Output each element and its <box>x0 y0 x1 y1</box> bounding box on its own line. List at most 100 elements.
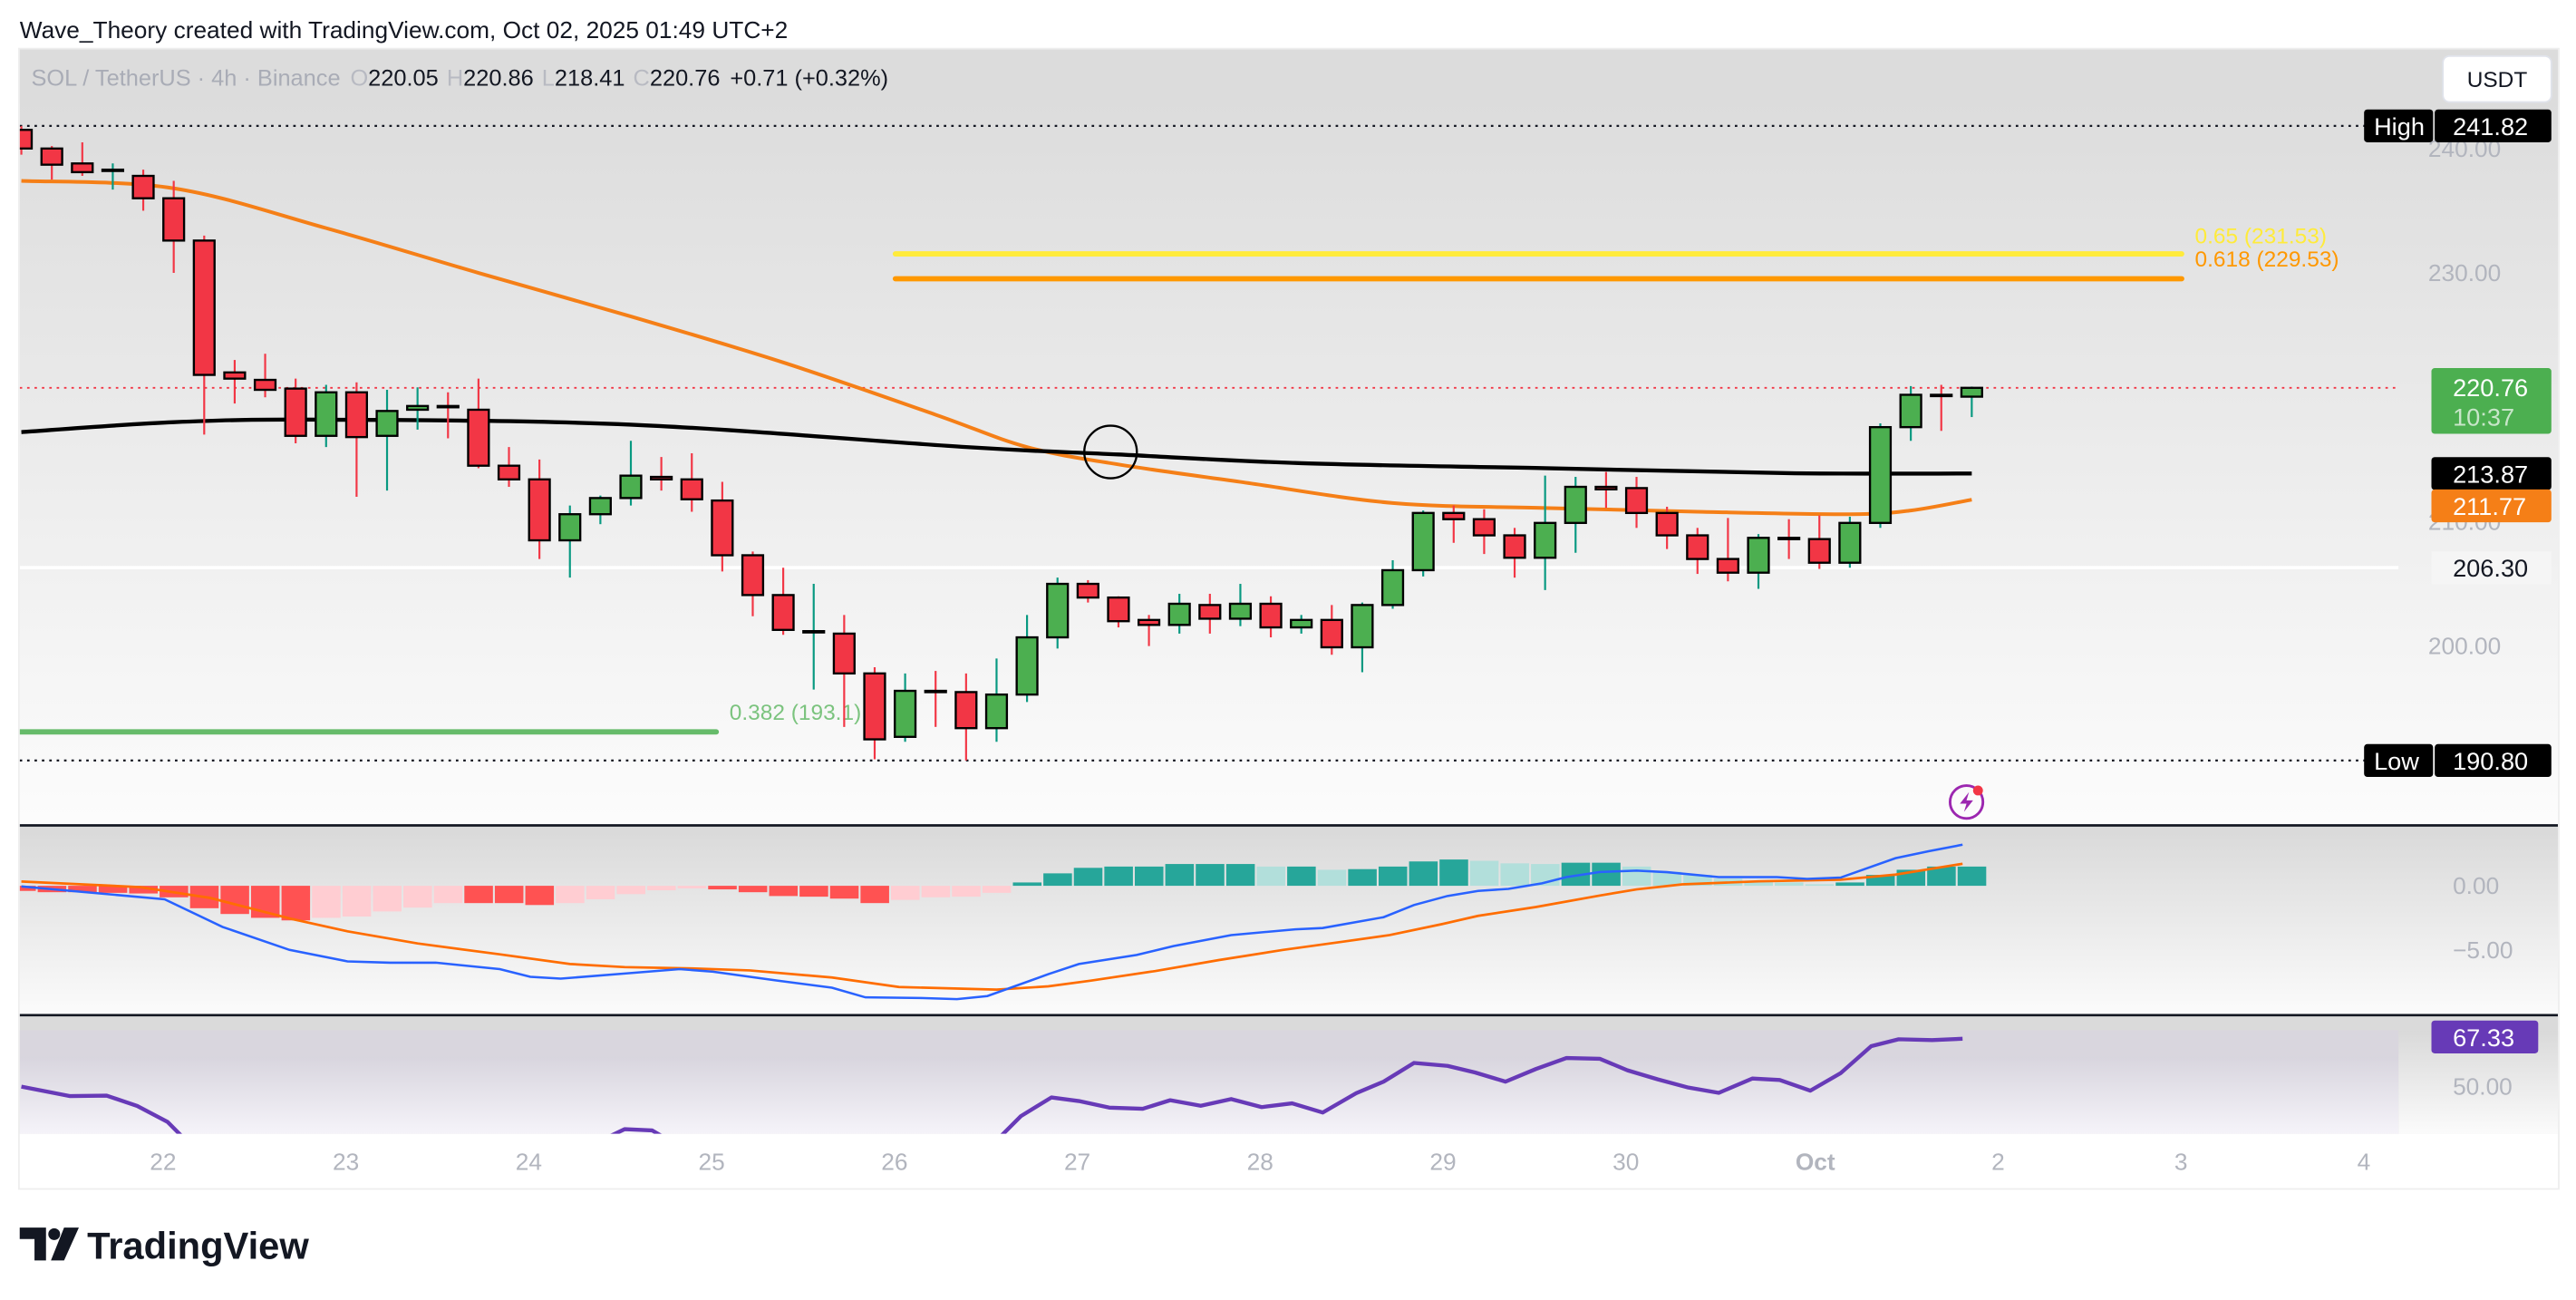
candle[interactable] <box>1472 509 1496 555</box>
candle[interactable] <box>558 505 582 578</box>
macd-histogram-bar <box>829 886 859 899</box>
candle-body <box>1411 511 1435 572</box>
macd-histogram-bar <box>891 886 920 900</box>
candle[interactable] <box>588 495 612 525</box>
candle[interactable] <box>1838 516 1862 568</box>
candle[interactable] <box>1807 515 1831 569</box>
cross-circle-marker[interactable] <box>1083 424 1138 480</box>
candle[interactable] <box>71 141 94 177</box>
candle-body <box>223 371 247 380</box>
time-axis[interactable] <box>19 1133 2559 1188</box>
candle[interactable] <box>1137 615 1161 646</box>
candle[interactable] <box>315 384 338 448</box>
candle[interactable] <box>497 447 521 488</box>
candle[interactable] <box>650 457 673 491</box>
candle[interactable] <box>1777 519 1801 559</box>
candle[interactable] <box>1564 477 1587 553</box>
time-tick-label: 30 <box>1612 1149 1639 1176</box>
candle[interactable] <box>832 615 856 727</box>
candle[interactable] <box>711 481 734 572</box>
ema-orange-line[interactable] <box>21 179 1972 517</box>
candle[interactable] <box>1015 615 1039 703</box>
main-pane[interactable] <box>19 49 2559 826</box>
macd-histogram-bar <box>586 886 615 899</box>
candle[interactable] <box>1107 596 1130 628</box>
candle-body <box>71 162 94 174</box>
candle[interactable] <box>1534 475 1557 590</box>
candle[interactable] <box>619 441 643 506</box>
candle[interactable] <box>284 378 307 444</box>
candle[interactable] <box>1259 596 1283 638</box>
currency-button[interactable]: USDT <box>2442 54 2552 103</box>
macd-pane[interactable] <box>19 826 2559 1014</box>
candle[interactable] <box>162 180 186 274</box>
candle[interactable] <box>1290 615 1313 634</box>
candle[interactable] <box>1380 559 1405 609</box>
candle-body <box>588 497 612 516</box>
candle[interactable] <box>1198 594 1222 634</box>
candle[interactable] <box>436 392 460 439</box>
candle[interactable] <box>894 673 917 742</box>
macd-histogram-bar <box>312 886 341 918</box>
candle[interactable] <box>1320 605 1343 655</box>
candle[interactable] <box>1655 506 1679 549</box>
pane-divider[interactable] <box>19 824 2559 828</box>
symbol-legend[interactable]: SOL / TetherUS · 4h · Binance O220.05 H220… <box>31 65 888 91</box>
candle[interactable] <box>863 666 886 760</box>
candle[interactable] <box>924 671 947 727</box>
candle[interactable] <box>1442 505 1466 543</box>
candle[interactable] <box>984 658 1009 742</box>
candle-body <box>1960 386 1983 398</box>
fib-level-label: 0.382 (193.1) <box>730 701 861 725</box>
lightning-alert-icon[interactable] <box>1948 784 1985 820</box>
candle[interactable] <box>1868 423 1893 529</box>
candle[interactable] <box>680 452 703 512</box>
candle[interactable] <box>1046 577 1070 649</box>
macd-line[interactable] <box>21 843 1963 1001</box>
candle[interactable] <box>1960 386 1983 418</box>
candle[interactable] <box>1930 384 1953 432</box>
candle-body <box>436 404 460 409</box>
candle[interactable] <box>741 551 765 616</box>
candle[interactable] <box>528 459 551 559</box>
time-tick-label: 24 <box>516 1149 542 1176</box>
candle[interactable] <box>375 390 399 491</box>
candle[interactable] <box>1503 528 1526 578</box>
candle-body <box>192 239 216 376</box>
candle[interactable] <box>1076 579 1099 603</box>
candle[interactable] <box>1747 534 1770 589</box>
candle-body <box>131 174 155 199</box>
candle[interactable] <box>802 584 826 690</box>
candle[interactable] <box>1411 510 1435 577</box>
macd-signal-line[interactable] <box>21 862 1963 992</box>
pane-divider[interactable] <box>19 1014 2559 1017</box>
candle[interactable] <box>771 568 795 635</box>
candle[interactable] <box>253 354 277 398</box>
candle[interactable] <box>131 170 155 211</box>
macd-histogram-bar <box>1012 882 1042 887</box>
ema200-price-label-bg <box>2431 457 2552 490</box>
candle-body <box>1015 635 1039 696</box>
rsi-band-top <box>19 1030 2399 1057</box>
candle[interactable] <box>954 673 978 761</box>
candle[interactable] <box>1228 584 1253 626</box>
candle[interactable] <box>1686 528 1709 575</box>
macd-histogram-bar <box>1805 884 1835 887</box>
rsi-line[interactable] <box>21 1036 1963 1147</box>
candle[interactable] <box>1351 602 1374 673</box>
candle[interactable] <box>467 378 490 469</box>
candle[interactable] <box>223 360 247 404</box>
candle[interactable] <box>344 382 369 498</box>
candle[interactable] <box>101 163 125 190</box>
candle-body <box>467 408 490 467</box>
candle[interactable] <box>1594 471 1618 509</box>
candle[interactable] <box>1716 518 1739 582</box>
candle[interactable] <box>192 235 216 435</box>
candle[interactable] <box>1167 594 1191 634</box>
candle[interactable] <box>11 126 34 155</box>
candle[interactable] <box>40 146 63 180</box>
candle[interactable] <box>406 387 430 430</box>
candle[interactable] <box>1624 477 1649 529</box>
candle[interactable] <box>1899 385 1922 441</box>
